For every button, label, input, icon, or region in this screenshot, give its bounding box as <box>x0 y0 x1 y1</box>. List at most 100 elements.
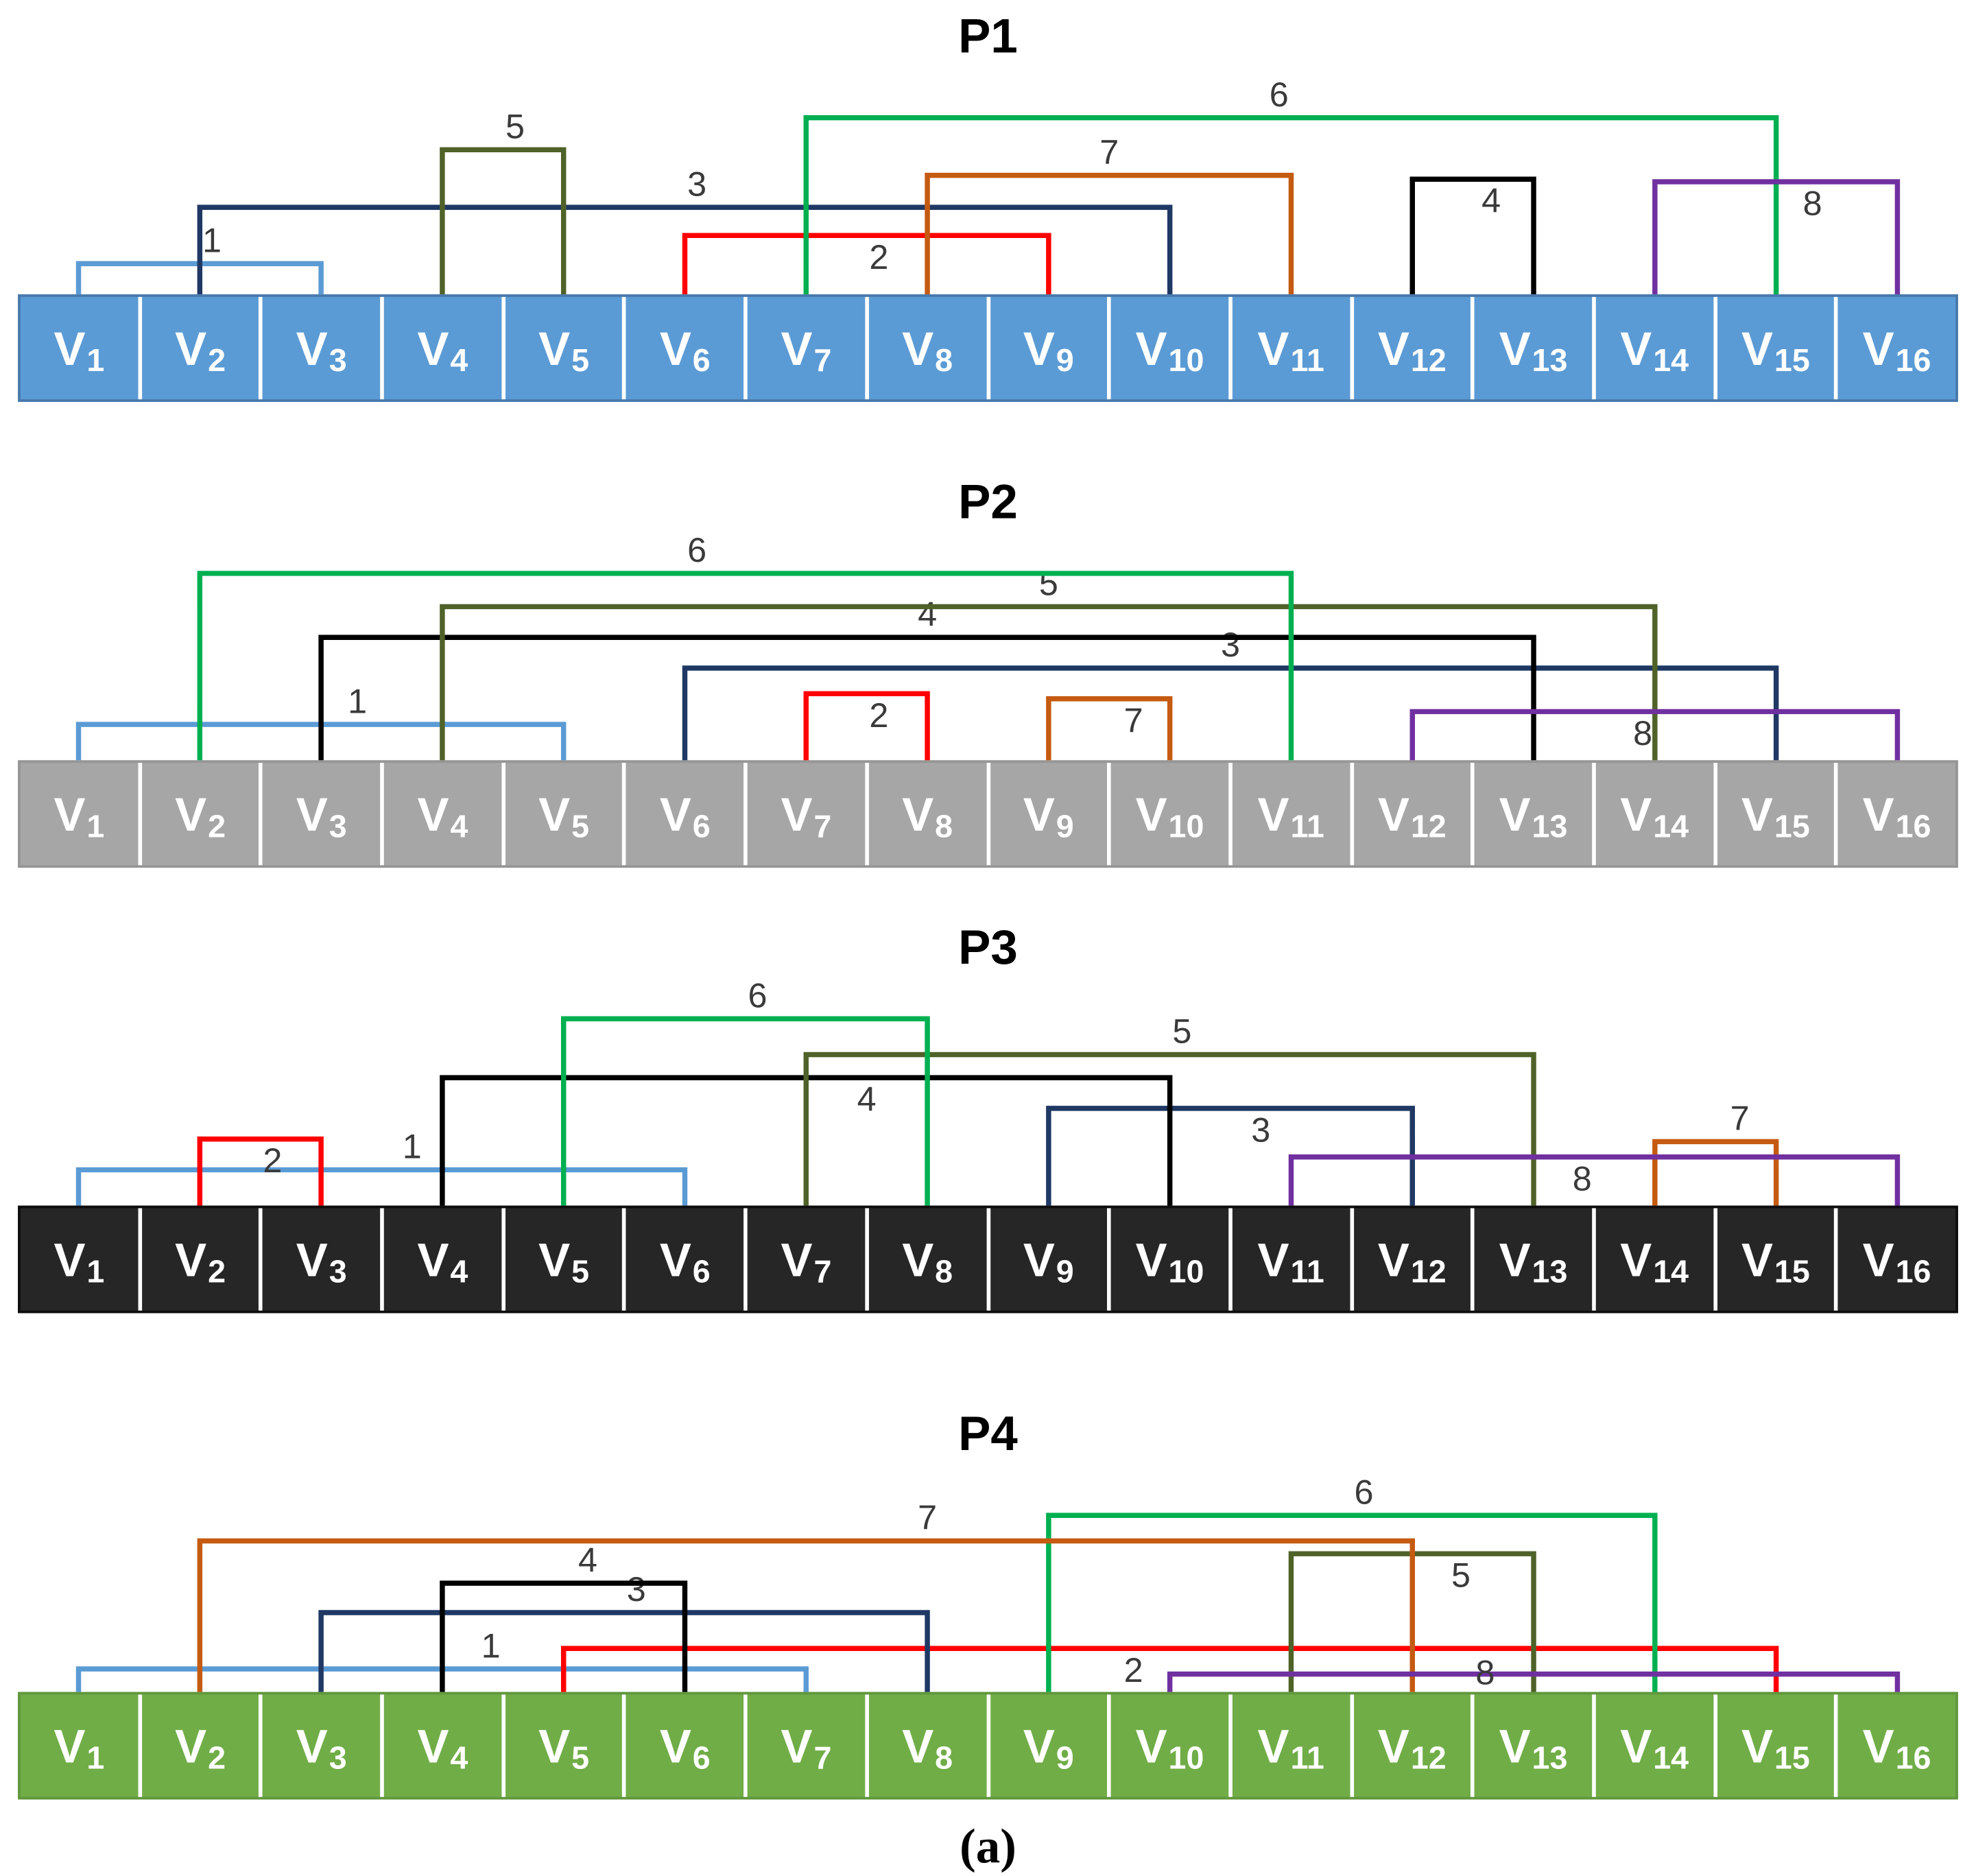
vertex-label: V <box>1257 787 1289 840</box>
edge-2-bracket <box>197 1136 324 1206</box>
edge-label: 3 <box>1221 625 1240 664</box>
vertex-label: V <box>1023 787 1055 840</box>
vertex-subscript: 13 <box>1532 1740 1568 1776</box>
edge-label: 5 <box>1451 1556 1471 1595</box>
edge-label: 6 <box>1355 1472 1374 1511</box>
edge-label: 5 <box>1039 564 1058 603</box>
edge-label: 8 <box>1475 1653 1495 1692</box>
vertex-label: V <box>1377 1719 1409 1772</box>
vertex-cell-16: V 16 <box>1838 1694 1955 1796</box>
vertex-subscript: 9 <box>1056 342 1074 379</box>
vertex-subscript: 4 <box>450 808 468 844</box>
crossover-arcs: 1 2 3 4 5 6 7 8 <box>75 75 1901 295</box>
edge-8-bracket <box>1652 179 1901 295</box>
vertex-subscript: 14 <box>1653 1253 1689 1290</box>
panel-title: P3 <box>958 921 1018 975</box>
vertex-label: V <box>659 1233 691 1286</box>
edge-label: 1 <box>348 681 367 720</box>
vertex-label: V <box>1377 322 1409 375</box>
vertex-cell-15: V 15 <box>1717 1694 1839 1797</box>
vertex-subscript: 3 <box>329 808 347 844</box>
vertex-label: V <box>1023 1719 1055 1772</box>
vertex-label: V <box>781 1233 813 1286</box>
edge-label: 3 <box>627 1569 646 1608</box>
edge-label: 4 <box>578 1540 597 1579</box>
vertex-label: V <box>1862 1719 1894 1772</box>
edge-label: 8 <box>1803 183 1822 222</box>
vertex-label: V <box>902 787 934 840</box>
vertex-cell-10: V 10 <box>1111 763 1233 866</box>
vertex-label: V <box>417 1233 449 1286</box>
vertex-cell-14: V 14 <box>1596 1694 1717 1797</box>
vertex-cell-11: V 11 <box>1233 1208 1354 1311</box>
vertex-cell-15: V 15 <box>1717 1208 1839 1311</box>
vertex-subscript: 6 <box>692 342 711 379</box>
vertex-subscript: 4 <box>450 1253 468 1290</box>
vertex-subscript: 12 <box>1410 1253 1447 1290</box>
edge-label: 3 <box>1251 1110 1270 1149</box>
vertex-subscript: 13 <box>1532 342 1568 379</box>
vertex-subscript: 6 <box>692 1253 711 1290</box>
vertex-cell-16: V 16 <box>1838 763 1955 865</box>
edge-label: 5 <box>1172 1012 1191 1051</box>
vertex-subscript: 5 <box>571 808 590 844</box>
vertex-label: V <box>417 1719 449 1772</box>
vertex-label: V <box>1741 322 1774 375</box>
edge-label: 8 <box>1633 713 1652 752</box>
vertex-subscript: 15 <box>1774 1740 1810 1776</box>
vertex-cell-16: V 16 <box>1838 1208 1955 1310</box>
vertex-subscript: 12 <box>1410 1740 1447 1776</box>
vertex-label: V <box>53 1719 86 1772</box>
edge-label: 8 <box>1573 1159 1592 1198</box>
vertex-cell-12: V 12 <box>1353 763 1475 866</box>
edge-2-bracket <box>560 1646 1779 1692</box>
vertex-subscript: 3 <box>329 1740 347 1776</box>
vertex-cell-12: V 12 <box>1353 1208 1475 1311</box>
edge-8-bracket <box>1288 1154 1901 1206</box>
vertex-cell-12: V 12 <box>1353 296 1475 400</box>
vertex-label: V <box>902 322 934 375</box>
vertex-label: V <box>417 322 449 375</box>
vertex-subscript: 8 <box>935 1740 953 1776</box>
edge-label: 6 <box>687 532 706 569</box>
vertex-cell-11: V 11 <box>1233 1694 1354 1797</box>
vertex-label: V <box>1499 1233 1531 1286</box>
vertex-label: V <box>1135 1719 1167 1772</box>
vertex-label: V <box>417 787 449 840</box>
vertex-label: V <box>538 787 571 840</box>
vertex-label: V <box>538 1233 571 1286</box>
vertex-subscript: 4 <box>450 342 468 379</box>
vertex-label: V <box>1135 787 1167 840</box>
vertex-cell-14: V 14 <box>1596 296 1717 400</box>
vertex-subscript: 10 <box>1168 1740 1204 1776</box>
edge-6-bracket <box>1046 1512 1658 1692</box>
edge-label: 6 <box>748 978 767 1015</box>
vertex-label: V <box>1257 1233 1289 1286</box>
vertex-label: V <box>296 1233 328 1286</box>
vertex-label: V <box>1257 322 1289 375</box>
edge-7-bracket <box>197 1538 1415 1692</box>
vertex-subscript: 1 <box>86 808 105 844</box>
edge-8-bracket <box>1409 709 1901 761</box>
vertex-label: V <box>1620 1719 1652 1772</box>
edge-5-bracket <box>803 1052 1536 1206</box>
vertex-label: V <box>1862 787 1894 840</box>
edge-label: 1 <box>403 1127 422 1166</box>
vertex-subscript: 6 <box>692 808 711 844</box>
vertex-subscript: 14 <box>1653 808 1689 844</box>
edge-label: 7 <box>1124 700 1143 739</box>
vertex-label: V <box>781 322 813 375</box>
vertex-label: V <box>1741 787 1774 840</box>
vertex-cell-13: V 13 <box>1475 1208 1596 1311</box>
vertex-row: V 1 V 2 V 3 V 4 V 5 V 6 V 7 V 8 V 9 V 10 V 11 V 12 V 13 V 14 V 15 V 16 <box>18 1205 1958 1314</box>
vertex-subscript: 2 <box>208 1253 226 1290</box>
